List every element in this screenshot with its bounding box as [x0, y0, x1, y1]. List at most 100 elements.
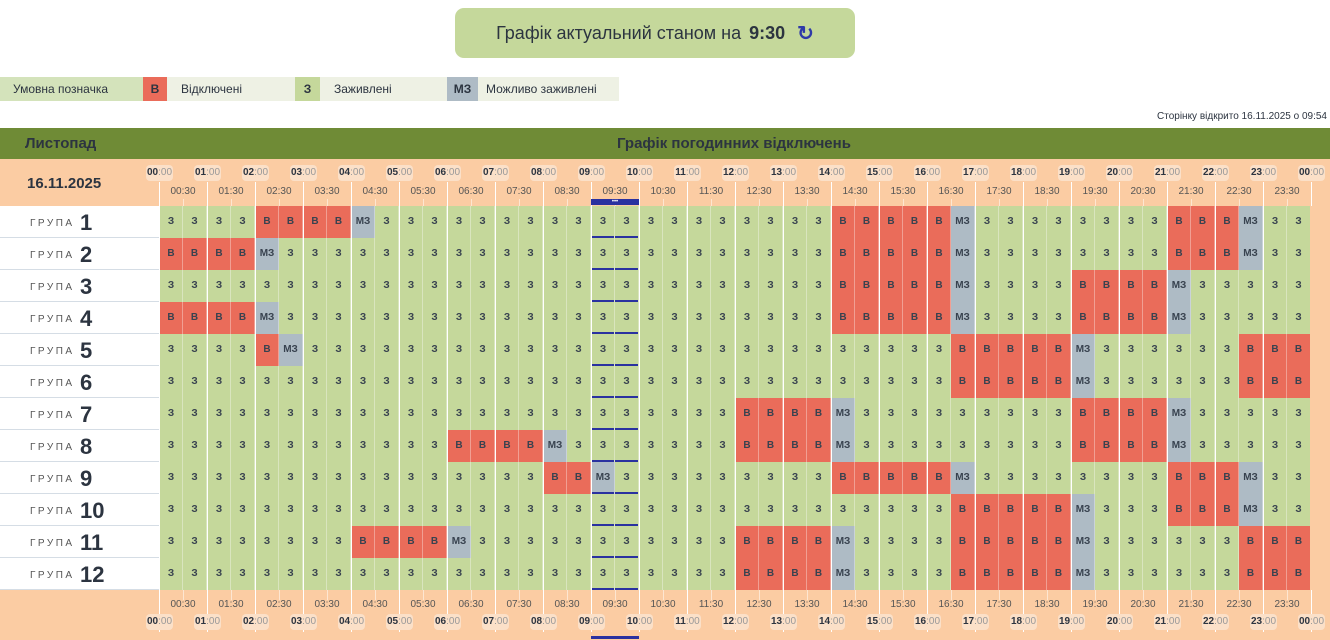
schedule-cell: З	[279, 302, 303, 334]
schedule-cell: З	[855, 430, 879, 462]
hour-label: 00:00	[146, 614, 173, 630]
hour-number: 15	[866, 167, 879, 178]
schedule-cell: З	[759, 494, 783, 526]
schedule-cell: З	[663, 238, 687, 270]
hour-minutes: :00	[254, 167, 269, 178]
schedule-cell: В	[927, 206, 951, 238]
schedule-cell: З	[639, 558, 663, 590]
schedule-cell: З	[327, 238, 351, 270]
schedule-cell: З	[183, 494, 207, 526]
refresh-icon[interactable]: ↻	[797, 22, 814, 45]
schedule-cell: З	[183, 206, 207, 238]
schedule-cell: З	[327, 334, 351, 366]
half-hour-tick	[567, 199, 568, 206]
schedule-cell: З	[519, 302, 543, 334]
schedule-cell: В	[975, 366, 999, 398]
hour-minutes: :00	[590, 616, 605, 627]
hour-divider	[1023, 590, 1024, 632]
schedule-cell: З	[375, 398, 399, 430]
schedule-cell: З	[759, 302, 783, 334]
group-label: ГРУПА 4	[0, 302, 159, 334]
schedule-cell: З	[903, 526, 927, 558]
half-hour-label: 00:30	[170, 599, 196, 610]
hour-divider	[495, 590, 496, 632]
half-hour-tick	[423, 199, 424, 206]
schedule-cell: З	[1263, 270, 1287, 302]
schedule-cell: МЗ	[1071, 366, 1095, 398]
schedule-cell: МЗ	[1167, 398, 1191, 430]
schedule-cell: В	[1023, 558, 1047, 590]
schedule-cell: З	[999, 430, 1023, 462]
schedule-cell: З	[327, 526, 351, 558]
schedule-cell: З	[447, 494, 471, 526]
schedule-cell: З	[615, 302, 639, 334]
hour-label: 19:00	[1058, 165, 1085, 181]
schedule-cell: З	[879, 334, 903, 366]
hour-minutes: :00	[1070, 616, 1085, 627]
hour-divider	[1119, 182, 1120, 206]
schedule-cell: З	[759, 462, 783, 494]
group-label: ГРУПА 5	[0, 334, 159, 366]
legend-on-label: Заживлені	[320, 77, 447, 101]
group-label: ГРУПА 8	[0, 430, 159, 462]
grid-right-edge	[1310, 206, 1330, 590]
hour-minutes: :00	[158, 167, 173, 178]
schedule-cell: З	[1287, 238, 1311, 270]
schedule-cell: З	[855, 398, 879, 430]
half-hour-tick	[279, 199, 280, 206]
schedule-cell: В	[951, 334, 975, 366]
schedule-cell: З	[519, 526, 543, 558]
schedule-cell: З	[735, 366, 759, 398]
table-caption: Графік погодинних відключень	[617, 135, 851, 152]
schedule-cell: МЗ	[1239, 206, 1263, 238]
schedule-cell: З	[1095, 462, 1119, 494]
hour-minutes: :00	[638, 616, 653, 627]
half-hour-label: 12:30	[746, 186, 772, 197]
group-number: 7	[80, 402, 93, 427]
hour-number: 09	[578, 167, 591, 178]
hour-number: 17	[962, 167, 975, 178]
hour-number: 00	[146, 616, 159, 627]
schedule-cell: З	[519, 270, 543, 302]
schedule-cell: З	[423, 430, 447, 462]
schedule-cell: З	[351, 270, 375, 302]
half-hour-tick	[663, 199, 664, 206]
table-title-bar: Листопад Графік погодинних відключень	[0, 128, 1330, 159]
schedule-cell: З	[687, 270, 711, 302]
hour-label: 05:00	[386, 165, 413, 181]
hour-label: 15:00	[866, 165, 893, 181]
schedule-cell: З	[951, 398, 975, 430]
hour-divider	[591, 182, 592, 206]
schedule-cell: З	[207, 526, 231, 558]
schedule-cell: В	[207, 302, 231, 334]
schedule-cell: МЗ	[447, 526, 471, 558]
half-hour-tick	[183, 199, 184, 206]
schedule-cell: В	[1023, 334, 1047, 366]
schedule-cell: З	[1095, 366, 1119, 398]
hour-minutes: :00	[494, 167, 509, 178]
schedule-cell: В	[975, 558, 999, 590]
schedule-cell: З	[423, 558, 447, 590]
schedule-cell: З	[351, 494, 375, 526]
hour-number: 13	[770, 616, 783, 627]
schedule-cell: З	[351, 558, 375, 590]
schedule-cell: В	[879, 270, 903, 302]
schedule-cell: В	[399, 526, 423, 558]
half-hour-label: 09:30	[602, 186, 628, 197]
schedule-cell: З	[879, 526, 903, 558]
hour-label: 08:00	[530, 614, 557, 630]
schedule-cell: В	[1167, 206, 1191, 238]
schedule-cell: З	[399, 462, 423, 494]
schedule-cell: З	[975, 462, 999, 494]
half-hour-label: 19:30	[1082, 599, 1108, 610]
schedule-cell: З	[207, 558, 231, 590]
hour-minutes: :00	[830, 167, 845, 178]
schedule-cell: МЗ	[255, 302, 279, 334]
schedule-cell: З	[1143, 238, 1167, 270]
schedule-cell: З	[615, 334, 639, 366]
schedule-cell: З	[1023, 302, 1047, 334]
half-hour-label: 01:30	[218, 186, 244, 197]
hour-label: 01:00	[194, 165, 221, 181]
schedule-cell: З	[1239, 430, 1263, 462]
schedule-cell: З	[711, 334, 735, 366]
